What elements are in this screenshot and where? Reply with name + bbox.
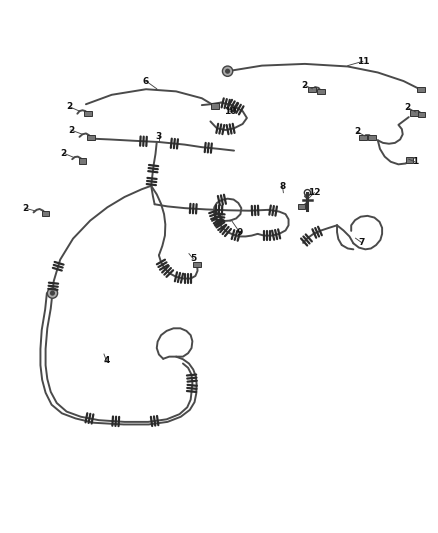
Bar xyxy=(406,157,413,163)
Text: 2: 2 xyxy=(68,125,74,134)
Text: 12: 12 xyxy=(308,188,321,197)
Text: 6: 6 xyxy=(143,77,149,86)
Text: 10: 10 xyxy=(223,107,236,116)
Text: 2: 2 xyxy=(60,149,67,158)
Bar xyxy=(297,204,305,209)
Bar xyxy=(410,110,418,116)
Bar xyxy=(211,103,219,109)
Bar xyxy=(308,87,315,92)
Bar xyxy=(193,262,201,268)
Bar xyxy=(42,211,49,216)
Text: 9: 9 xyxy=(237,228,243,237)
Text: 8: 8 xyxy=(279,182,286,191)
Text: 2: 2 xyxy=(354,127,360,136)
Bar xyxy=(359,135,367,140)
Text: 11: 11 xyxy=(357,57,369,66)
Bar xyxy=(84,111,92,116)
Text: 2: 2 xyxy=(302,81,308,90)
Text: 2: 2 xyxy=(405,103,411,112)
Bar xyxy=(317,88,325,94)
Circle shape xyxy=(50,290,55,296)
Circle shape xyxy=(225,69,230,74)
Bar xyxy=(87,135,95,140)
Circle shape xyxy=(47,288,58,298)
Bar xyxy=(368,135,376,140)
Text: 2: 2 xyxy=(22,204,28,213)
Text: 4: 4 xyxy=(103,357,110,366)
Text: 7: 7 xyxy=(358,238,365,247)
Bar xyxy=(417,87,424,92)
Text: 1: 1 xyxy=(412,157,418,166)
Bar xyxy=(79,158,86,164)
Text: 3: 3 xyxy=(156,132,162,141)
Circle shape xyxy=(223,66,233,76)
Text: 2: 2 xyxy=(67,102,73,111)
Text: 5: 5 xyxy=(190,254,196,263)
Bar xyxy=(418,112,425,117)
